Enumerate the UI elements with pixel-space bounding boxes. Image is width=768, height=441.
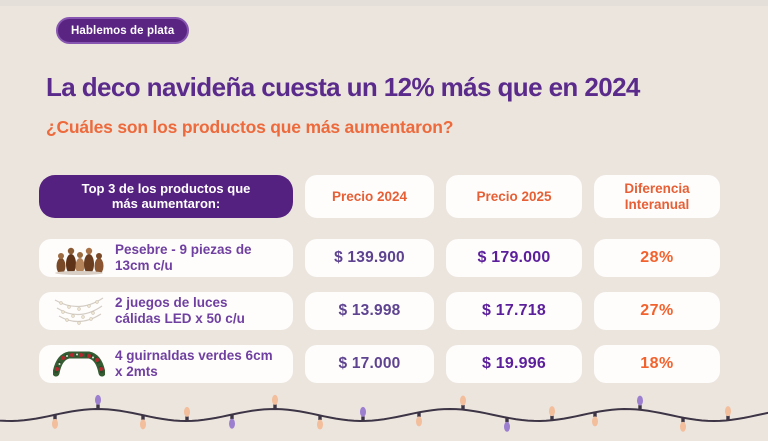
price-2024-guirnaldas: $ 17.000: [305, 345, 434, 383]
header-top3-products: Top 3 de los productos que más aumentaro…: [39, 175, 293, 218]
table-body: Pesebre - 9 piezas de 13cm c/u $ 139.900…: [39, 239, 720, 383]
page-subtitle: ¿Cuáles son los productos que más aument…: [46, 117, 686, 138]
price-2025-guirnaldas: $ 19.996: [446, 345, 582, 383]
table-row-product-guirnaldas: 4 guirnaldas verdes 6cm x 2mts: [39, 345, 293, 383]
header-precio-2024: Precio 2024: [305, 175, 434, 218]
difference-pesebre: 28%: [594, 239, 720, 277]
show-badge: Hablemos de plata: [56, 17, 190, 44]
table-header: Top 3 de los productos que más aumentaro…: [39, 175, 720, 218]
title-part1: La deco navideña cuesta un: [46, 72, 384, 102]
table-row-product-luces: 2 juegos de luces cálidas LED x 50 c/u: [39, 292, 293, 330]
header-diferencia-interanual: Diferencia Interanual: [594, 175, 720, 218]
string-lights-decoration: [0, 394, 768, 432]
price-2024-pesebre: $ 139.900: [305, 239, 434, 277]
badge-label: Hablemos de plata: [71, 24, 175, 37]
product-name: 4 guirnaldas verdes 6cm x 2mts: [115, 348, 273, 379]
price-2025-luces: $ 17.718: [446, 292, 582, 330]
title-part2: que en 2024: [490, 72, 641, 102]
product-name: Pesebre - 9 piezas de 13cm c/u: [115, 242, 252, 273]
product-name: 2 juegos de luces cálidas LED x 50 c/u: [115, 295, 245, 326]
subtitle-highlight: más: [305, 117, 340, 137]
difference-guirnaldas: 18%: [594, 345, 720, 383]
title-highlight: 12% más: [383, 72, 492, 102]
nativity-figures-image: [55, 247, 104, 275]
table-row-product-pesebre: Pesebre - 9 piezas de 13cm c/u: [39, 239, 293, 277]
top-edge-strip: [0, 0, 768, 6]
subtitle-part1: ¿Cuáles son los productos que: [46, 117, 306, 137]
led-string-lights-image: [54, 297, 104, 325]
subtitle-part2: aumentaron?: [339, 117, 454, 137]
price-2024-luces: $ 13.998: [305, 292, 434, 330]
price-2025-pesebre: $ 179.000: [446, 239, 582, 277]
difference-luces: 27%: [594, 292, 720, 330]
page-title: La deco navideña cuesta un 12% más que e…: [46, 72, 736, 103]
green-garland-image: [53, 351, 105, 377]
header-precio-2025: Precio 2025: [446, 175, 582, 218]
